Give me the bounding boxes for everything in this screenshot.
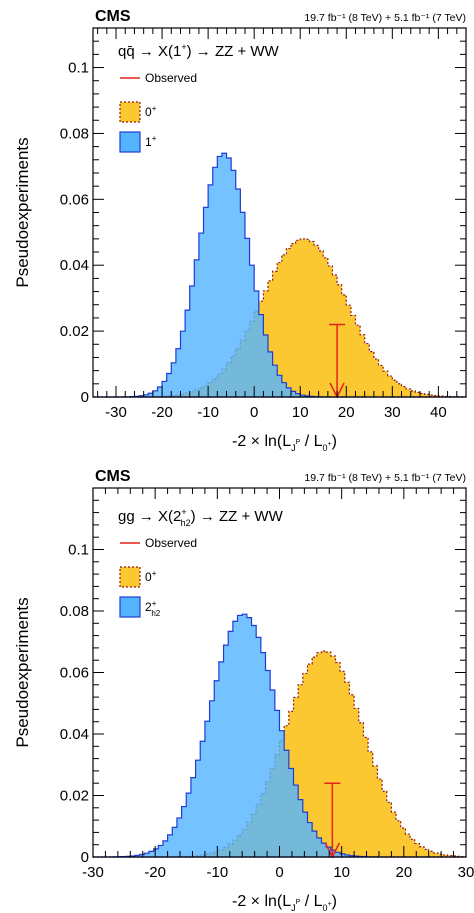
xlabel-part: ) [332,433,337,450]
title-part: + [181,42,186,52]
luminosity-label: 19.7 fb⁻¹ (8 TeV) + 5.1 fb⁻¹ (7 TeV) [304,12,466,24]
legend-observed-label: Observed [145,71,197,85]
x-tick-label: 10 [333,864,350,881]
y-axis-label: Pseudoexperiments [13,137,32,287]
xlabel-part: -2 × ln(L [232,433,291,450]
y-tick-label: 0.08 [60,603,89,620]
legend-part: 0 [145,570,152,584]
cms-label: CMS [95,468,131,485]
x-tick-label: -30 [82,864,104,881]
xlabel-part: ) [332,893,337,910]
x-axis-label: -2 × ln(LJP / L0+) [232,433,337,453]
legend-part: 2 [145,600,152,614]
legend-swatch-2 [119,596,141,618]
xlabel-part: 0 [323,903,328,913]
y-tick-label: 0 [81,849,89,866]
x-tick-label: -30 [105,404,127,421]
legend-part: + [152,134,157,143]
x-tick-label: 20 [338,404,355,421]
x-tick-label: 20 [395,864,412,881]
legend-series-label: 0+ [145,104,157,119]
legend-part: 0 [145,105,152,119]
xlabel-part: 0 [323,443,328,453]
luminosity-label: 19.7 fb⁻¹ (8 TeV) + 5.1 fb⁻¹ (7 TeV) [304,472,466,484]
xlabel-part: J [291,443,296,453]
x-tick-label: 0 [275,864,283,881]
legend-series-label: 0+ [145,569,157,584]
y-tick-label: 0.04 [60,257,89,274]
xlabel-part: P [296,899,301,906]
y-tick-label: 0.02 [60,323,89,340]
xlabel-part: + [328,901,332,908]
xlabel-part: / L [300,893,322,910]
y-tick-label: 0.06 [60,665,89,682]
x-tick-label: -10 [197,404,219,421]
legend-part: + [152,569,157,578]
y-axis-label: Pseudoexperiments [13,597,32,747]
x-tick-label: 10 [292,404,309,421]
x-axis-label: -2 × ln(LJP / L0+) [232,893,337,913]
title-part: ) → ZZ + WW [187,43,280,60]
legend-series-label: 1+ [145,134,157,149]
plot-title: gg → X(2+ h2) → ZZ + WW [118,507,284,528]
title-part: h2 [181,518,191,528]
y-tick-label: 0 [81,389,89,406]
x-tick-label: -20 [151,404,173,421]
title-part: qq̄ → X(1 [118,43,181,60]
legend-swatch-2 [119,131,141,153]
title-part: ) → ZZ + WW [191,508,284,525]
title-part: + [181,507,186,517]
xlabel-part: J [291,903,296,913]
xlabel-part: + [328,441,332,448]
x-tick-label: 0 [250,404,258,421]
xlabel-part: -2 × ln(L [232,893,291,910]
y-tick-label: 0.1 [68,60,89,77]
plot-title: qq̄ → X(1+) → ZZ + WW [118,42,280,60]
chart-panel-2: -30 -20 -10 0 10 20 3000.020.040.060.080.1Pseu… [13,468,474,913]
y-tick-label: 0.08 [60,125,89,142]
x-tick-label: 30 [458,864,474,881]
legend-part: h2 [151,609,160,618]
x-tick-label: -20 [144,864,166,881]
x-tick-label: 30 [384,404,401,421]
y-tick-label: 0.1 [68,542,89,559]
x-tick-label: 40 [430,404,447,421]
title-part: gg → X(2 [118,508,181,525]
legend-part: 1 [145,135,152,149]
y-tick-label: 0.06 [60,191,89,208]
x-tick-label: -10 [206,864,228,881]
y-tick-label: 0.04 [60,726,89,743]
legend-series-label: 2+ h2 [145,599,161,618]
chart-panel-1: -30 -20 -10 0 10 20 30 4000.020.040.060.080.1Ps… [13,8,467,453]
cms-label: CMS [95,8,131,25]
legend-swatch-1 [119,566,141,588]
legend-swatch-1 [119,101,141,123]
legend-part: + [152,599,157,608]
legend-observed-label: Observed [145,536,197,550]
histogram-series-1 [93,238,467,398]
xlabel-part: / L [300,433,322,450]
histogram-series-2 [92,613,466,858]
legend-part: + [152,104,157,113]
xlabel-part: P [296,439,301,446]
y-tick-label: 0.02 [60,788,89,805]
